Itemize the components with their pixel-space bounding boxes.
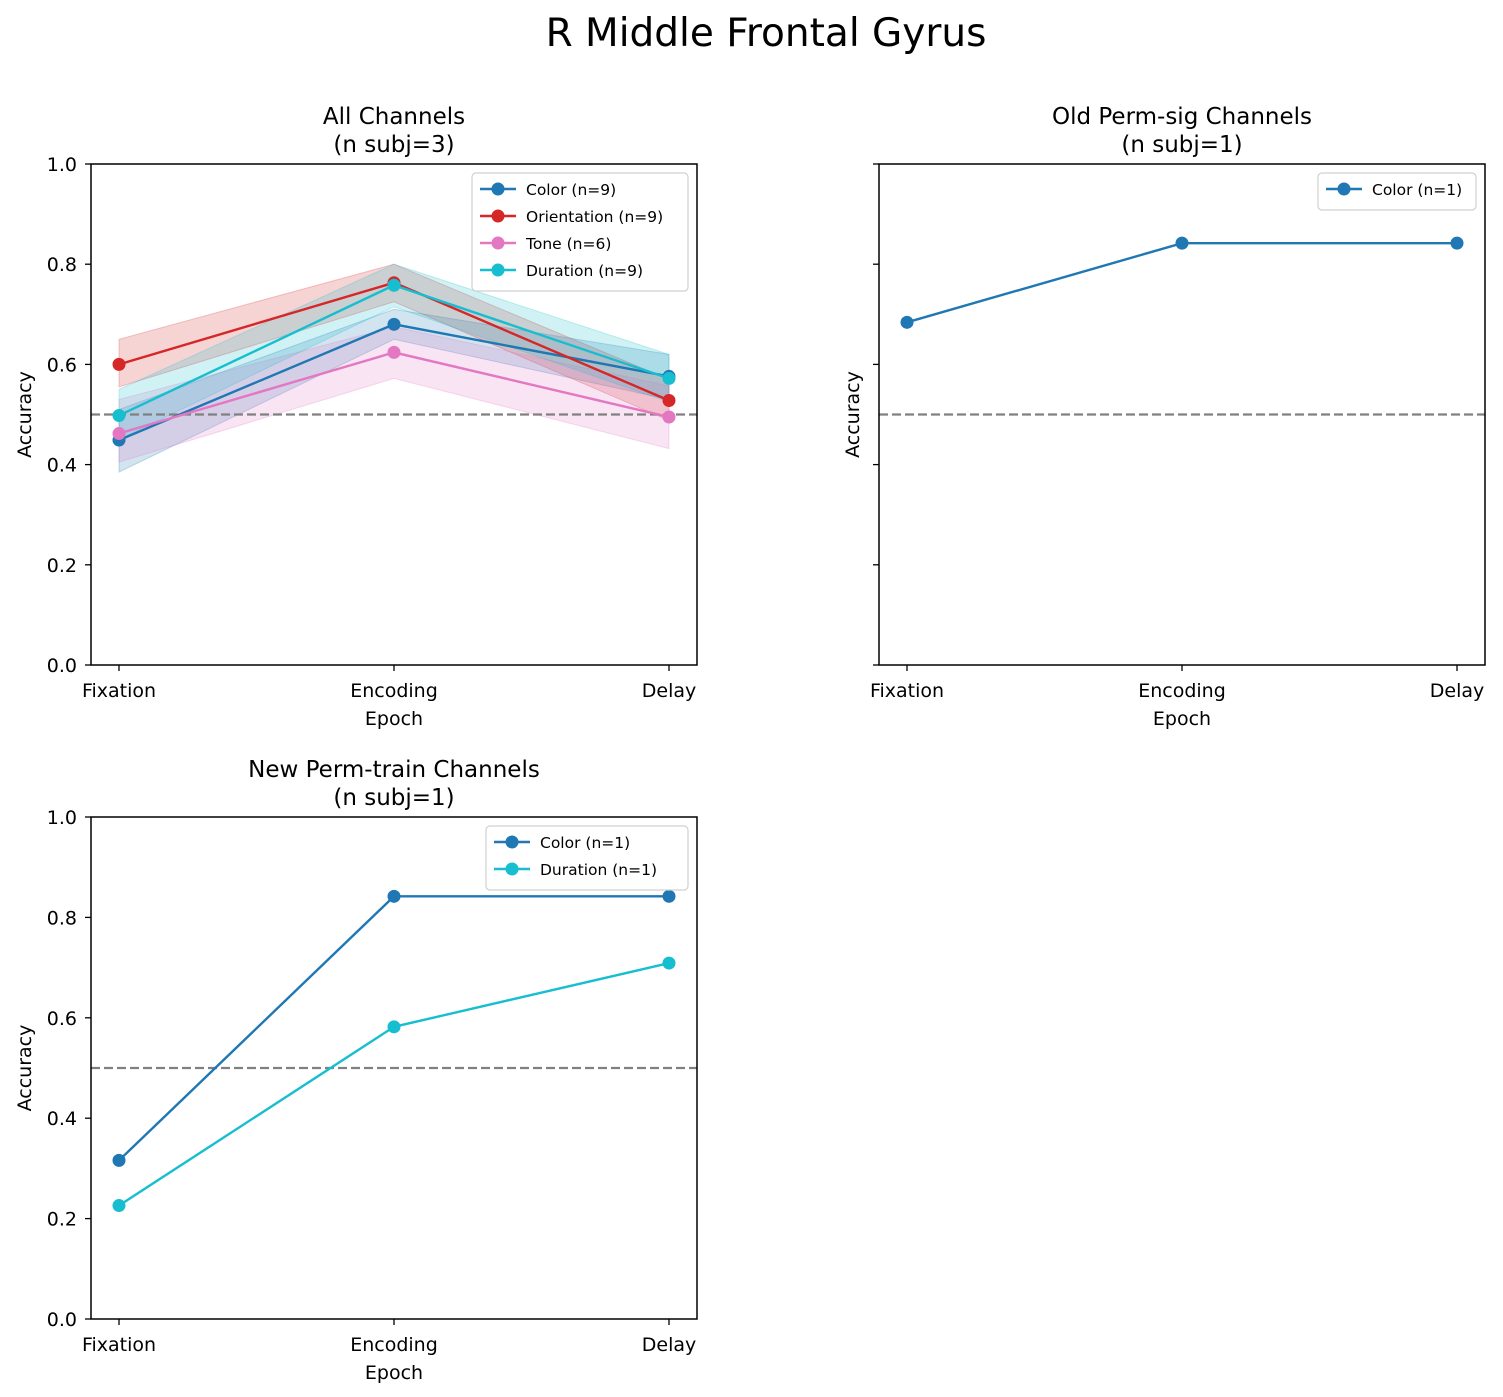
panel-title: (n subj=1) — [333, 785, 454, 811]
legend: Color (n=9) Orientation (n=9) Tone (n=6) Du… — [471, 172, 689, 292]
chart-panel-2: Old Perm-sig Channels(n subj=1) Fixation E… — [842, 104, 1486, 730]
y-tick-label: 0.4 — [47, 1108, 77, 1130]
data-point — [662, 410, 676, 424]
data-point — [387, 278, 401, 292]
data-point — [662, 393, 676, 407]
y-tick-label: 0.2 — [47, 555, 77, 577]
data-point — [1175, 236, 1189, 250]
series-line-2 — [118, 961, 670, 1207]
chart-panel-1: All Channels(n subj=3) 0.0 0.2 0.4 0.6 0.8 1.0… — [14, 104, 698, 730]
x-tick-label: Fixation — [870, 680, 944, 702]
legend-box — [471, 172, 689, 292]
x-axis-label: Epoch — [365, 1362, 423, 1384]
y-tick-label: 0.8 — [47, 907, 77, 929]
y-tick-label: 0.6 — [47, 354, 77, 376]
data-point — [662, 889, 676, 903]
data-point — [387, 889, 401, 903]
panel-title: (n subj=1) — [1121, 132, 1242, 158]
legend-box — [485, 825, 689, 891]
legend-marker — [491, 263, 505, 277]
data-point — [112, 409, 126, 423]
data-point — [112, 1199, 126, 1213]
x-tick-label: Fixation — [82, 680, 156, 702]
legend-marker — [491, 209, 505, 223]
panel-title: Old Perm-sig Channels — [1052, 104, 1312, 130]
y-tick-label: 1.0 — [47, 154, 77, 176]
data-point — [112, 427, 126, 441]
data-point — [112, 1153, 126, 1167]
x-tick-label: Delay — [642, 680, 697, 702]
legend: Color (n=1) — [1317, 172, 1477, 211]
x-tick-label: Delay — [642, 1334, 697, 1356]
x-tick-label: Delay — [1430, 680, 1485, 702]
legend-label: Color (n=1) — [540, 834, 630, 852]
legend-label: Tone (n=6) — [525, 235, 611, 253]
y-tick-label: 0.6 — [47, 1008, 77, 1030]
y-tick-label: 1.0 — [47, 807, 77, 829]
data-point — [112, 357, 126, 371]
y-axis-label: Accuracy — [14, 1025, 36, 1112]
x-tick-label: Encoding — [1138, 680, 1226, 702]
legend-box — [1317, 172, 1477, 211]
data-point — [662, 956, 676, 970]
y-tick-label: 0.0 — [47, 655, 77, 677]
y-tick-label: 0.2 — [47, 1209, 77, 1231]
legend-marker — [1337, 182, 1351, 196]
legend-label: Duration (n=9) — [526, 262, 643, 280]
legend-label: Color (n=1) — [1372, 181, 1462, 199]
y-axis-label: Accuracy — [842, 371, 864, 458]
legend-label: Color (n=9) — [526, 181, 616, 199]
legend-marker — [505, 862, 519, 876]
legend-label: Duration (n=1) — [540, 861, 657, 879]
x-tick-label: Encoding — [350, 680, 438, 702]
x-tick-label: Fixation — [82, 1334, 156, 1356]
data-point — [387, 317, 401, 331]
legend-marker — [505, 835, 519, 849]
panel-title: (n subj=3) — [333, 132, 454, 158]
legend-label: Orientation (n=9) — [526, 208, 663, 226]
panel-title: All Channels — [323, 104, 465, 130]
data-point — [1450, 236, 1464, 250]
legend: Color (n=1) Duration (n=1) — [485, 825, 689, 891]
series-line-1 — [906, 241, 1457, 324]
x-tick-label: Encoding — [350, 1334, 438, 1356]
panel-title: New Perm-train Channels — [248, 757, 540, 783]
y-tick-label: 0.4 — [47, 455, 77, 477]
data-point — [387, 345, 401, 359]
legend-marker — [491, 182, 505, 196]
data-point — [387, 1020, 401, 1034]
y-tick-label: 0.0 — [47, 1309, 77, 1331]
x-axis-label: Epoch — [365, 708, 423, 730]
data-point — [662, 371, 676, 385]
x-axis-label: Epoch — [1153, 708, 1211, 730]
figure-title: R Middle Frontal Gyrus — [546, 11, 987, 56]
y-axis-label: Accuracy — [14, 371, 36, 458]
y-tick-label: 0.8 — [47, 254, 77, 276]
legend-marker — [491, 236, 505, 250]
chart-panel-3: New Perm-train Channels(n subj=1) 0.0 0.2 0… — [14, 757, 698, 1384]
data-point — [900, 315, 914, 329]
